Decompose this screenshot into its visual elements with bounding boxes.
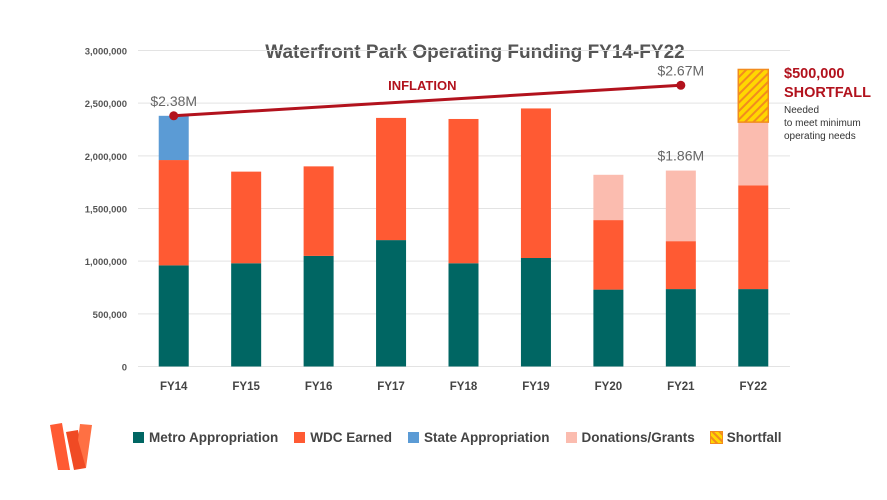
legend-state: State Appropriation [408,430,550,445]
bar-metro-appropriation [303,255,334,367]
shortfall-note: $500,000 SHORTFALL Needed to meet minimu… [784,65,871,143]
legend-wdc: WDC Earned [294,430,392,445]
bar-shortfall [737,68,770,123]
legend-label: Metro Appropriation [149,430,279,445]
bar-donations-grants [738,122,769,186]
bar-metro-appropriation [738,289,769,367]
y-tick-label: 0 [122,363,127,374]
value-annotation: $2.38M [150,93,197,109]
legend: Metro Appropriation WDC Earned State App… [133,430,782,445]
legend-label: State Appropriation [424,430,550,445]
bar-wdc-earned [231,171,262,264]
bar-metro-appropriation [448,263,479,367]
y-tick-label: 3,000,000 [85,47,127,58]
chart-title: Waterfront Park Operating Funding FY14-F… [265,42,684,63]
bar-donations-grants [665,170,696,242]
legend-swatch [565,432,577,443]
legend-donations: Donations/Grants [565,430,695,445]
bar-wdc-earned [303,166,334,256]
x-tick-label: FY21 [667,381,695,393]
bar-wdc-earned [520,108,551,259]
inflation-label: INFLATION [388,78,456,93]
bar-wdc-earned [665,241,696,290]
x-tick-label: FY16 [305,381,333,393]
note-line: to meet minimum [784,118,861,129]
shortfall-label: SHORTFALL [784,85,871,101]
x-tick-label: FY15 [232,381,260,393]
shortfall-amount: $500,000 [784,66,845,82]
bar-wdc-earned [448,118,479,264]
note-line: operating needs [784,131,856,142]
y-tick-label: 2,500,000 [85,99,127,110]
y-tick-label: 2,000,000 [85,152,127,163]
legend-swatch [408,432,420,443]
y-tick-label: 500,000 [93,310,127,321]
bar-metro-appropriation [376,240,407,367]
bar-metro-appropriation [231,263,262,367]
legend-label: Donations/Grants [581,430,695,445]
legend-swatch [294,432,306,443]
x-tick-label: FY19 [522,381,550,393]
inflation-point [169,111,179,121]
value-annotation: $2.67M [657,62,704,78]
y-tick-label: 1,500,000 [85,205,127,216]
bar-metro-appropriation [593,289,624,367]
bar-wdc-earned [593,220,624,290]
inflation-point [676,80,686,90]
bar-metro-appropriation [520,258,551,367]
bar-donations-grants [593,174,624,221]
x-tick-label: FY22 [740,381,768,393]
x-tick-label: FY18 [450,381,478,393]
bar-metro-appropriation [665,289,696,367]
legend-metro: Metro Appropriation [133,430,278,445]
y-tick-label: 1,000,000 [85,257,127,268]
bar-state-appropriation [158,115,189,161]
note-line: Needed [784,105,820,116]
x-tick-label: FY20 [595,381,623,393]
bar-wdc-earned [158,160,189,266]
legend-swatch [709,431,723,444]
bar-metro-appropriation [158,265,189,367]
legend-label: WDC Earned [310,430,393,445]
x-tick-label: FY17 [377,381,405,393]
bar-wdc-earned [738,185,769,290]
inflation-line [173,83,681,118]
bar-wdc-earned [376,117,407,241]
legend-label: Shortfall [726,430,782,445]
logo [50,423,92,470]
legend-swatch [133,432,144,443]
x-tick-label: FY14 [160,381,188,393]
legend-shortfall: Shortfall [709,430,782,445]
value-annotation: $1.86M [657,148,704,164]
